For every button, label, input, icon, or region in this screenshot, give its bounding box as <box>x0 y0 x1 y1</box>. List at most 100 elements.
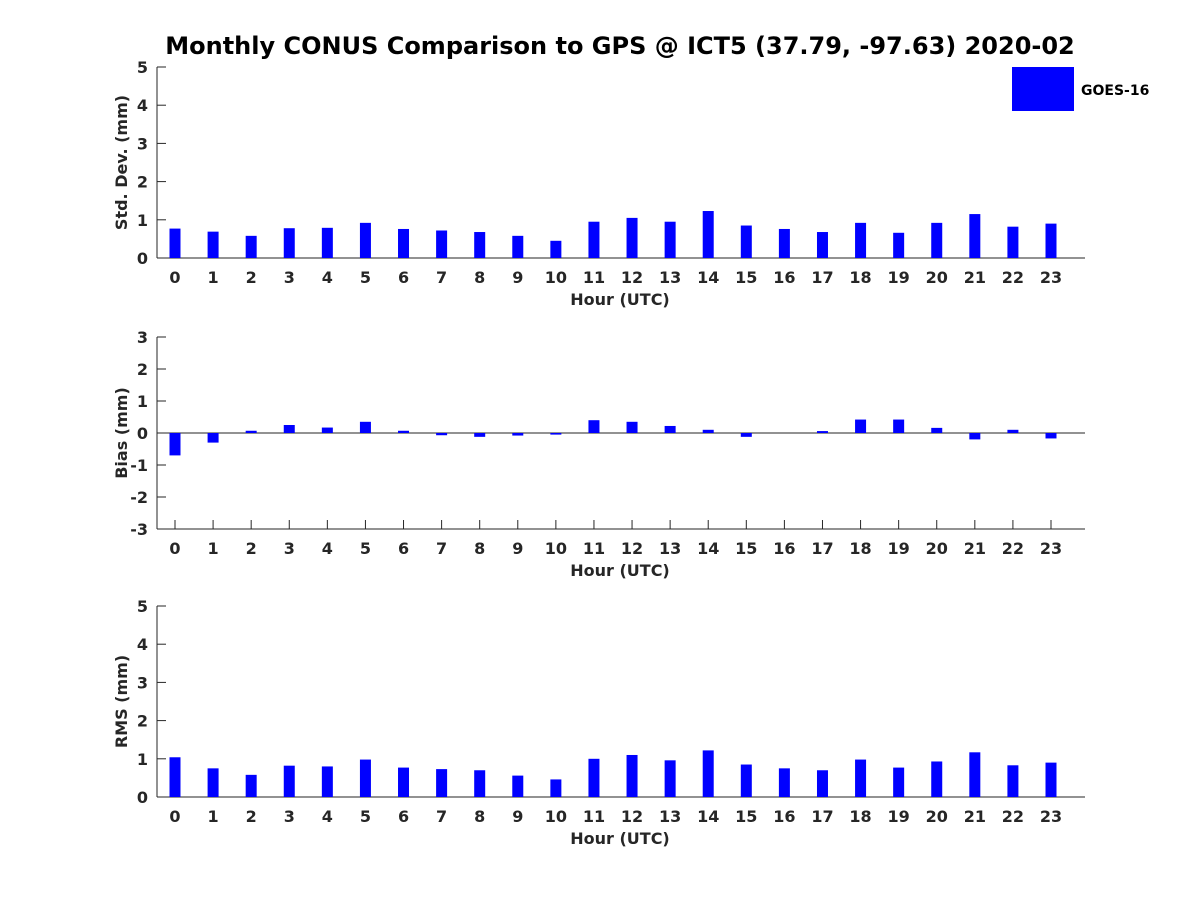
bias-bar <box>245 430 257 433</box>
std-dev-bar <box>474 232 486 258</box>
bias-bar <box>626 421 638 433</box>
figure-title: Monthly CONUS Comparison to GPS @ ICT5 (… <box>165 32 1075 60</box>
rms-x-tick-label: 4 <box>322 807 333 826</box>
bias-x-tick-label: 20 <box>926 539 948 558</box>
rms-y-tick-label: 1 <box>137 750 148 769</box>
std-dev-bar <box>512 235 524 258</box>
rms-bar <box>588 758 600 797</box>
std-dev-x-tick-label: 7 <box>436 268 447 287</box>
rms-x-tick-label: 8 <box>474 807 485 826</box>
rms-x-tick-label: 22 <box>1002 807 1024 826</box>
rms-x-tick-label: 13 <box>659 807 681 826</box>
std-dev-x-tick-label: 14 <box>697 268 719 287</box>
std-dev-y-tick-label: 5 <box>137 58 148 77</box>
bias-x-tick-label: 21 <box>964 539 986 558</box>
bias-y-tick-label: 3 <box>137 328 148 347</box>
bias-x-tick-label: 12 <box>621 539 643 558</box>
std-dev-x-tick-label: 20 <box>926 268 948 287</box>
bias-x-tick-label: 4 <box>322 539 333 558</box>
rms-x-tick-label: 16 <box>773 807 795 826</box>
bias-x-tick-label: 15 <box>735 539 757 558</box>
std-dev-y-axis-label: Std. Dev. (mm) <box>112 95 131 230</box>
std-dev-bar <box>664 221 676 258</box>
std-dev-bar <box>1045 223 1057 258</box>
bias-bar <box>1045 433 1057 439</box>
std-dev-bar <box>855 222 867 258</box>
rms-y-tick-label: 3 <box>137 673 148 692</box>
std-dev-x-tick-label: 4 <box>322 268 333 287</box>
bias-x-tick-label: 14 <box>697 539 719 558</box>
bias-x-tick-label: 1 <box>208 539 219 558</box>
bias-bar <box>283 425 295 433</box>
rms-bar <box>169 757 181 797</box>
std-dev-x-tick-label: 23 <box>1040 268 1062 287</box>
bias-bar <box>398 430 410 433</box>
rms-x-tick-label: 9 <box>512 807 523 826</box>
rms-x-tick-label: 18 <box>849 807 871 826</box>
legend-swatch <box>1012 67 1074 111</box>
std-dev-x-tick-label: 6 <box>398 268 409 287</box>
std-dev-bar <box>778 228 790 258</box>
rms-x-axis-label: Hour (UTC) <box>570 829 670 848</box>
legend: GOES-16 <box>1012 67 1149 111</box>
std-dev-x-tick-label: 0 <box>169 268 180 287</box>
bias-x-tick-label: 18 <box>849 539 871 558</box>
rms-x-tick-label: 21 <box>964 807 986 826</box>
rms-bar <box>359 759 371 797</box>
rms-bar <box>245 774 257 797</box>
bias-bar <box>816 431 828 433</box>
rms-bar <box>550 779 562 797</box>
std-dev-x-tick-label: 11 <box>583 268 605 287</box>
bias-bar <box>436 433 448 436</box>
std-dev-y-tick-label: 0 <box>137 249 148 268</box>
rms-y-tick-label: 0 <box>137 788 148 807</box>
rms-x-tick-label: 1 <box>208 807 219 826</box>
bias-x-tick-label: 9 <box>512 539 523 558</box>
rms-x-tick-label: 2 <box>246 807 257 826</box>
rms-x-tick-label: 12 <box>621 807 643 826</box>
std-dev-bar <box>702 211 714 258</box>
std-dev-bar <box>931 222 943 258</box>
std-dev-bar <box>740 225 752 258</box>
rms-bar <box>512 775 524 797</box>
bias-x-tick-label: 8 <box>474 539 485 558</box>
bias-bar <box>969 433 981 440</box>
rms-x-tick-label: 6 <box>398 807 409 826</box>
bias-x-tick-label: 13 <box>659 539 681 558</box>
rms-bar <box>1045 762 1057 797</box>
rms-bar <box>474 770 486 797</box>
bias-bar <box>512 433 524 436</box>
bias-bar <box>359 421 371 433</box>
rms-y-tick-label: 5 <box>137 597 148 616</box>
bias-x-tick-label: 0 <box>169 539 180 558</box>
rms-bar <box>664 760 676 797</box>
rms-bar <box>778 768 790 797</box>
bias-y-tick-label: 1 <box>137 392 148 411</box>
std-dev-x-tick-label: 22 <box>1002 268 1024 287</box>
bias-x-tick-label: 19 <box>888 539 910 558</box>
rms-bar <box>626 754 638 797</box>
bias-bar <box>588 420 600 433</box>
bias-bar <box>474 433 486 437</box>
bias-x-tick-label: 10 <box>545 539 567 558</box>
rms-x-tick-label: 23 <box>1040 807 1062 826</box>
rms-x-tick-label: 15 <box>735 807 757 826</box>
std-dev-x-tick-label: 17 <box>811 268 833 287</box>
bias-x-tick-label: 16 <box>773 539 795 558</box>
rms-y-tick-label: 4 <box>137 635 148 654</box>
bias-bar <box>931 427 943 433</box>
rms-bar <box>855 759 867 797</box>
rms-x-tick-label: 11 <box>583 807 605 826</box>
std-dev-x-tick-label: 8 <box>474 268 485 287</box>
bias-y-tick-label: 0 <box>137 424 148 443</box>
rms-bar <box>969 752 981 797</box>
rms-bar <box>321 766 333 797</box>
bias-bar <box>740 433 752 437</box>
rms-bar <box>1007 765 1019 797</box>
bias-x-tick-label: 3 <box>284 539 295 558</box>
std-dev-bar <box>1007 226 1019 258</box>
rms-bar <box>740 764 752 797</box>
